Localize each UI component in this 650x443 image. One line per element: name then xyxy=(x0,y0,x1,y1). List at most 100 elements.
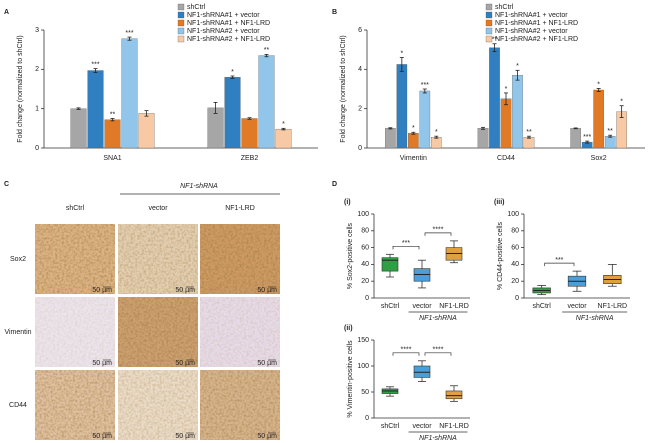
legend-label: shCtrl xyxy=(187,4,206,11)
x-tick-label: CD44 xyxy=(497,155,515,162)
significance: * xyxy=(412,125,415,132)
group-label: NF1-shRNA xyxy=(576,315,614,322)
significance: *** xyxy=(125,30,133,37)
y-tick-label: 1 xyxy=(35,106,39,113)
bar xyxy=(512,75,523,149)
scale-bar-label: 50 µm xyxy=(257,433,277,440)
comparison-bracket xyxy=(424,232,452,236)
column-label: shCtrl xyxy=(66,205,85,212)
bar xyxy=(104,119,121,149)
y-tick-label: 20 xyxy=(511,278,519,285)
bar xyxy=(570,128,581,149)
legend-swatch xyxy=(485,27,493,35)
legend-swatch xyxy=(177,19,185,27)
group-header: NF1-shRNA xyxy=(180,183,218,190)
bar xyxy=(275,128,292,149)
y-tick-label: 60 xyxy=(361,244,369,251)
y-tick-label: 80 xyxy=(361,228,369,235)
group-label: NF1-shRNA xyxy=(419,315,457,322)
y-tick-label: 100 xyxy=(357,363,369,370)
legend-swatch xyxy=(177,35,185,43)
y-tick-label: 0 xyxy=(365,415,369,422)
group-label: NF1-shRNA xyxy=(419,435,457,442)
bar xyxy=(431,137,442,149)
box xyxy=(445,390,463,400)
bar xyxy=(70,108,87,149)
panel-label: D xyxy=(332,181,337,188)
ihc-texture xyxy=(200,370,280,440)
panel-label: A xyxy=(4,9,9,16)
significance: ** xyxy=(492,37,498,44)
box xyxy=(413,365,431,378)
legend-label: NF1-shRNA#2 + vector xyxy=(187,28,260,35)
y-tick-label: 2 xyxy=(358,106,362,113)
scale-bar-label: 50 µm xyxy=(175,287,195,294)
ihc-texture xyxy=(200,224,280,294)
x-tick-label: vector xyxy=(412,423,432,430)
scale-bar-label: 50 µm xyxy=(257,287,277,294)
y-tick-label: 100 xyxy=(357,211,369,218)
y-axis-label: % Sox2-positive cells xyxy=(347,222,354,289)
significance: **** xyxy=(433,227,444,234)
y-axis-label: % CD44-positive cells xyxy=(497,221,504,290)
column-label: NF1-LRD xyxy=(225,205,255,212)
ihc-texture xyxy=(35,297,115,367)
legend-swatch xyxy=(485,11,493,19)
y-tick-label: 150 xyxy=(357,337,369,344)
significance: *** xyxy=(583,134,591,141)
row-label: CD44 xyxy=(9,402,27,409)
legend-swatch xyxy=(177,3,185,11)
y-axis-label: % Vimentin-positive cells xyxy=(347,340,354,418)
significance: *** xyxy=(555,257,563,264)
y-tick-label: 80 xyxy=(511,228,519,235)
bar xyxy=(224,77,241,149)
bar xyxy=(396,64,408,149)
bar xyxy=(593,89,604,149)
significance: *** xyxy=(91,61,99,68)
significance: *** xyxy=(421,82,429,89)
y-tick-label: 40 xyxy=(511,261,519,268)
bar xyxy=(385,128,396,149)
scale-bar-label: 50 µm xyxy=(92,287,112,294)
scale-bar-label: 50 µm xyxy=(175,360,195,367)
y-axis-label: Fold change (normalized to shCtrl) xyxy=(17,35,24,142)
y-tick-label: 40 xyxy=(361,261,369,268)
x-tick-label: NF1-LRD xyxy=(439,303,469,310)
significance: * xyxy=(505,86,508,93)
bar xyxy=(241,118,258,149)
bar xyxy=(500,98,512,149)
x-tick-label: Sox2 xyxy=(591,155,607,162)
ihc-texture xyxy=(118,297,198,367)
scale-bar-label: 50 µm xyxy=(175,433,195,440)
bar xyxy=(477,128,489,149)
bar xyxy=(207,107,224,149)
significance: * xyxy=(597,81,600,88)
panel-label: B xyxy=(332,9,337,16)
significance: * xyxy=(400,50,403,57)
significance: ** xyxy=(526,129,532,136)
y-tick-label: 0 xyxy=(365,295,369,302)
bar xyxy=(408,133,419,149)
y-tick-label: 50 xyxy=(361,389,369,396)
x-tick-label: Vimentin xyxy=(400,155,427,162)
legend-label: NF1-shRNA#1 + NF1-LRD xyxy=(495,20,578,27)
y-tick-label: 3 xyxy=(35,27,39,34)
y-tick-label: 4 xyxy=(358,66,362,73)
legend-label: shCtrl xyxy=(495,4,514,11)
ihc-texture xyxy=(35,224,115,294)
significance: * xyxy=(620,99,623,106)
row-label: Sox2 xyxy=(10,256,26,263)
legend-swatch xyxy=(485,3,493,11)
y-tick-label: 0 xyxy=(358,145,362,152)
comparison-bracket xyxy=(424,352,452,356)
ihc-texture xyxy=(118,224,198,294)
bar xyxy=(87,70,104,149)
y-tick-label: 0 xyxy=(515,295,519,302)
x-tick-label: SNA1 xyxy=(103,155,121,162)
bar xyxy=(419,90,431,149)
bar xyxy=(138,113,155,149)
ihc-texture xyxy=(35,370,115,440)
scale-bar-label: 50 µm xyxy=(257,360,277,367)
scale-bar-label: 50 µm xyxy=(92,360,112,367)
significance: * xyxy=(516,63,519,70)
